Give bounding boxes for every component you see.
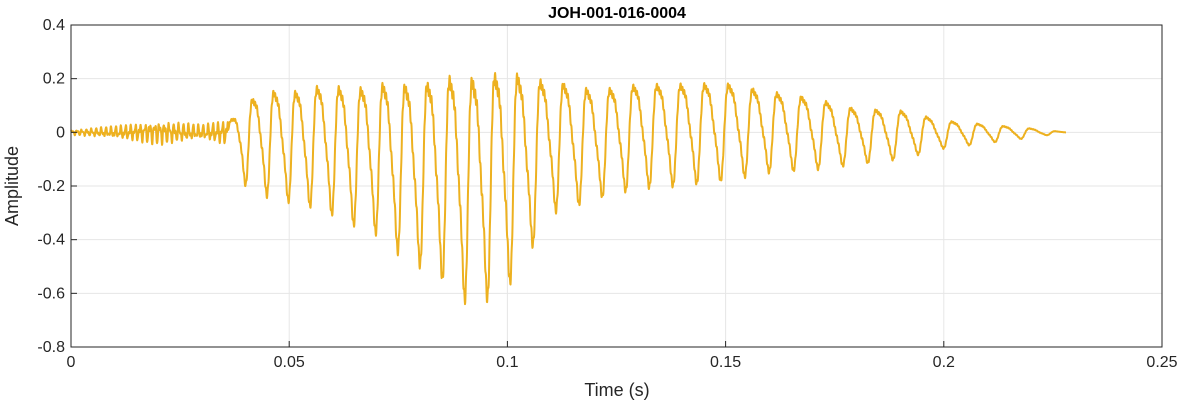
chart-title: JOH-001-016-0004	[548, 5, 686, 22]
x-axis: 0 0.05 0.1 0.15 0.2 0.25	[67, 341, 1178, 371]
y-tick-label: -0.4	[37, 232, 65, 249]
x-axis-label: Time (s)	[584, 380, 649, 400]
amplitude-line	[70, 72, 1067, 306]
y-tick-label: 0.2	[43, 71, 65, 88]
x-tick-label: 0.2	[933, 354, 955, 371]
y-tick-label: 0	[56, 124, 65, 141]
x-tick-label: 0.1	[496, 354, 518, 371]
waveform-series	[70, 72, 1067, 306]
x-tick-label: 0	[67, 354, 76, 371]
y-tick-label: -0.8	[37, 339, 65, 356]
x-tick-label: 0.25	[1146, 354, 1177, 371]
x-tick-label: 0.15	[710, 354, 741, 371]
y-axis: 0.4 0.2 0 -0.2 -0.4 -0.6 -0.8	[37, 17, 77, 356]
y-tick-label: -0.6	[37, 285, 65, 302]
y-tick-label: -0.2	[37, 178, 65, 195]
y-axis-label: Amplitude	[2, 146, 22, 226]
x-tick-label: 0.05	[274, 354, 305, 371]
y-tick-label: 0.4	[43, 17, 65, 34]
